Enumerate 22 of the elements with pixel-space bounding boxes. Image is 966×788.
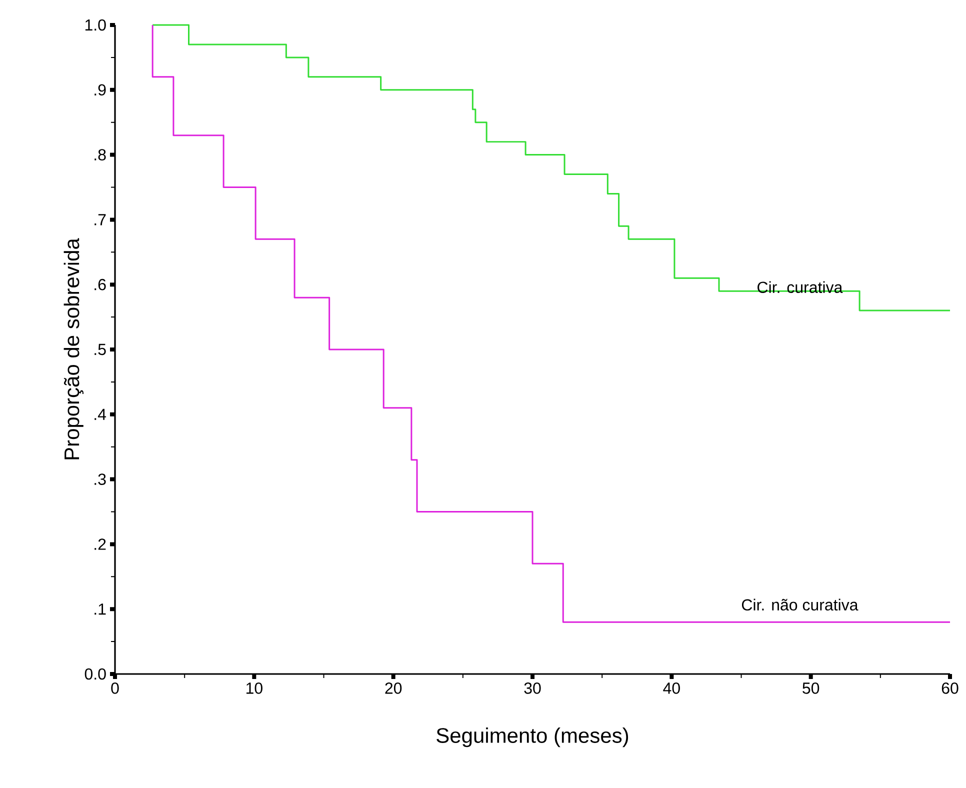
y-tick-label: .4 — [94, 408, 106, 420]
series-label: Cir. não curativa — [742, 598, 858, 611]
x-tick-label: 50 — [802, 682, 820, 694]
y-axis-title: Proporção de sobrevida — [64, 238, 84, 460]
series-label: Cir. curativa — [758, 281, 843, 294]
y-tick-label: .3 — [94, 474, 106, 485]
y-tick-label: .9 — [94, 84, 106, 96]
y-tick-label: 0.0 — [84, 668, 106, 680]
y-tick-label: .5 — [94, 344, 106, 356]
y-tick-label: .7 — [94, 214, 106, 226]
x-tick-label: 0 — [111, 682, 119, 694]
y-tick-label: .6 — [94, 278, 106, 290]
x-tick-label: 10 — [246, 682, 262, 694]
x-tick-label: 30 — [524, 682, 541, 694]
y-tick-label: .1 — [94, 604, 106, 615]
x-tick-label: 60 — [942, 682, 958, 694]
y-tick-label: .2 — [94, 538, 106, 550]
x-axis-title: Seguimento (meses) — [436, 728, 628, 748]
y-tick-label: 1.0 — [85, 19, 106, 31]
x-tick-label: 40 — [663, 682, 680, 694]
y-tick-label: .8 — [94, 149, 106, 160]
x-tick-label: 20 — [385, 682, 402, 694]
